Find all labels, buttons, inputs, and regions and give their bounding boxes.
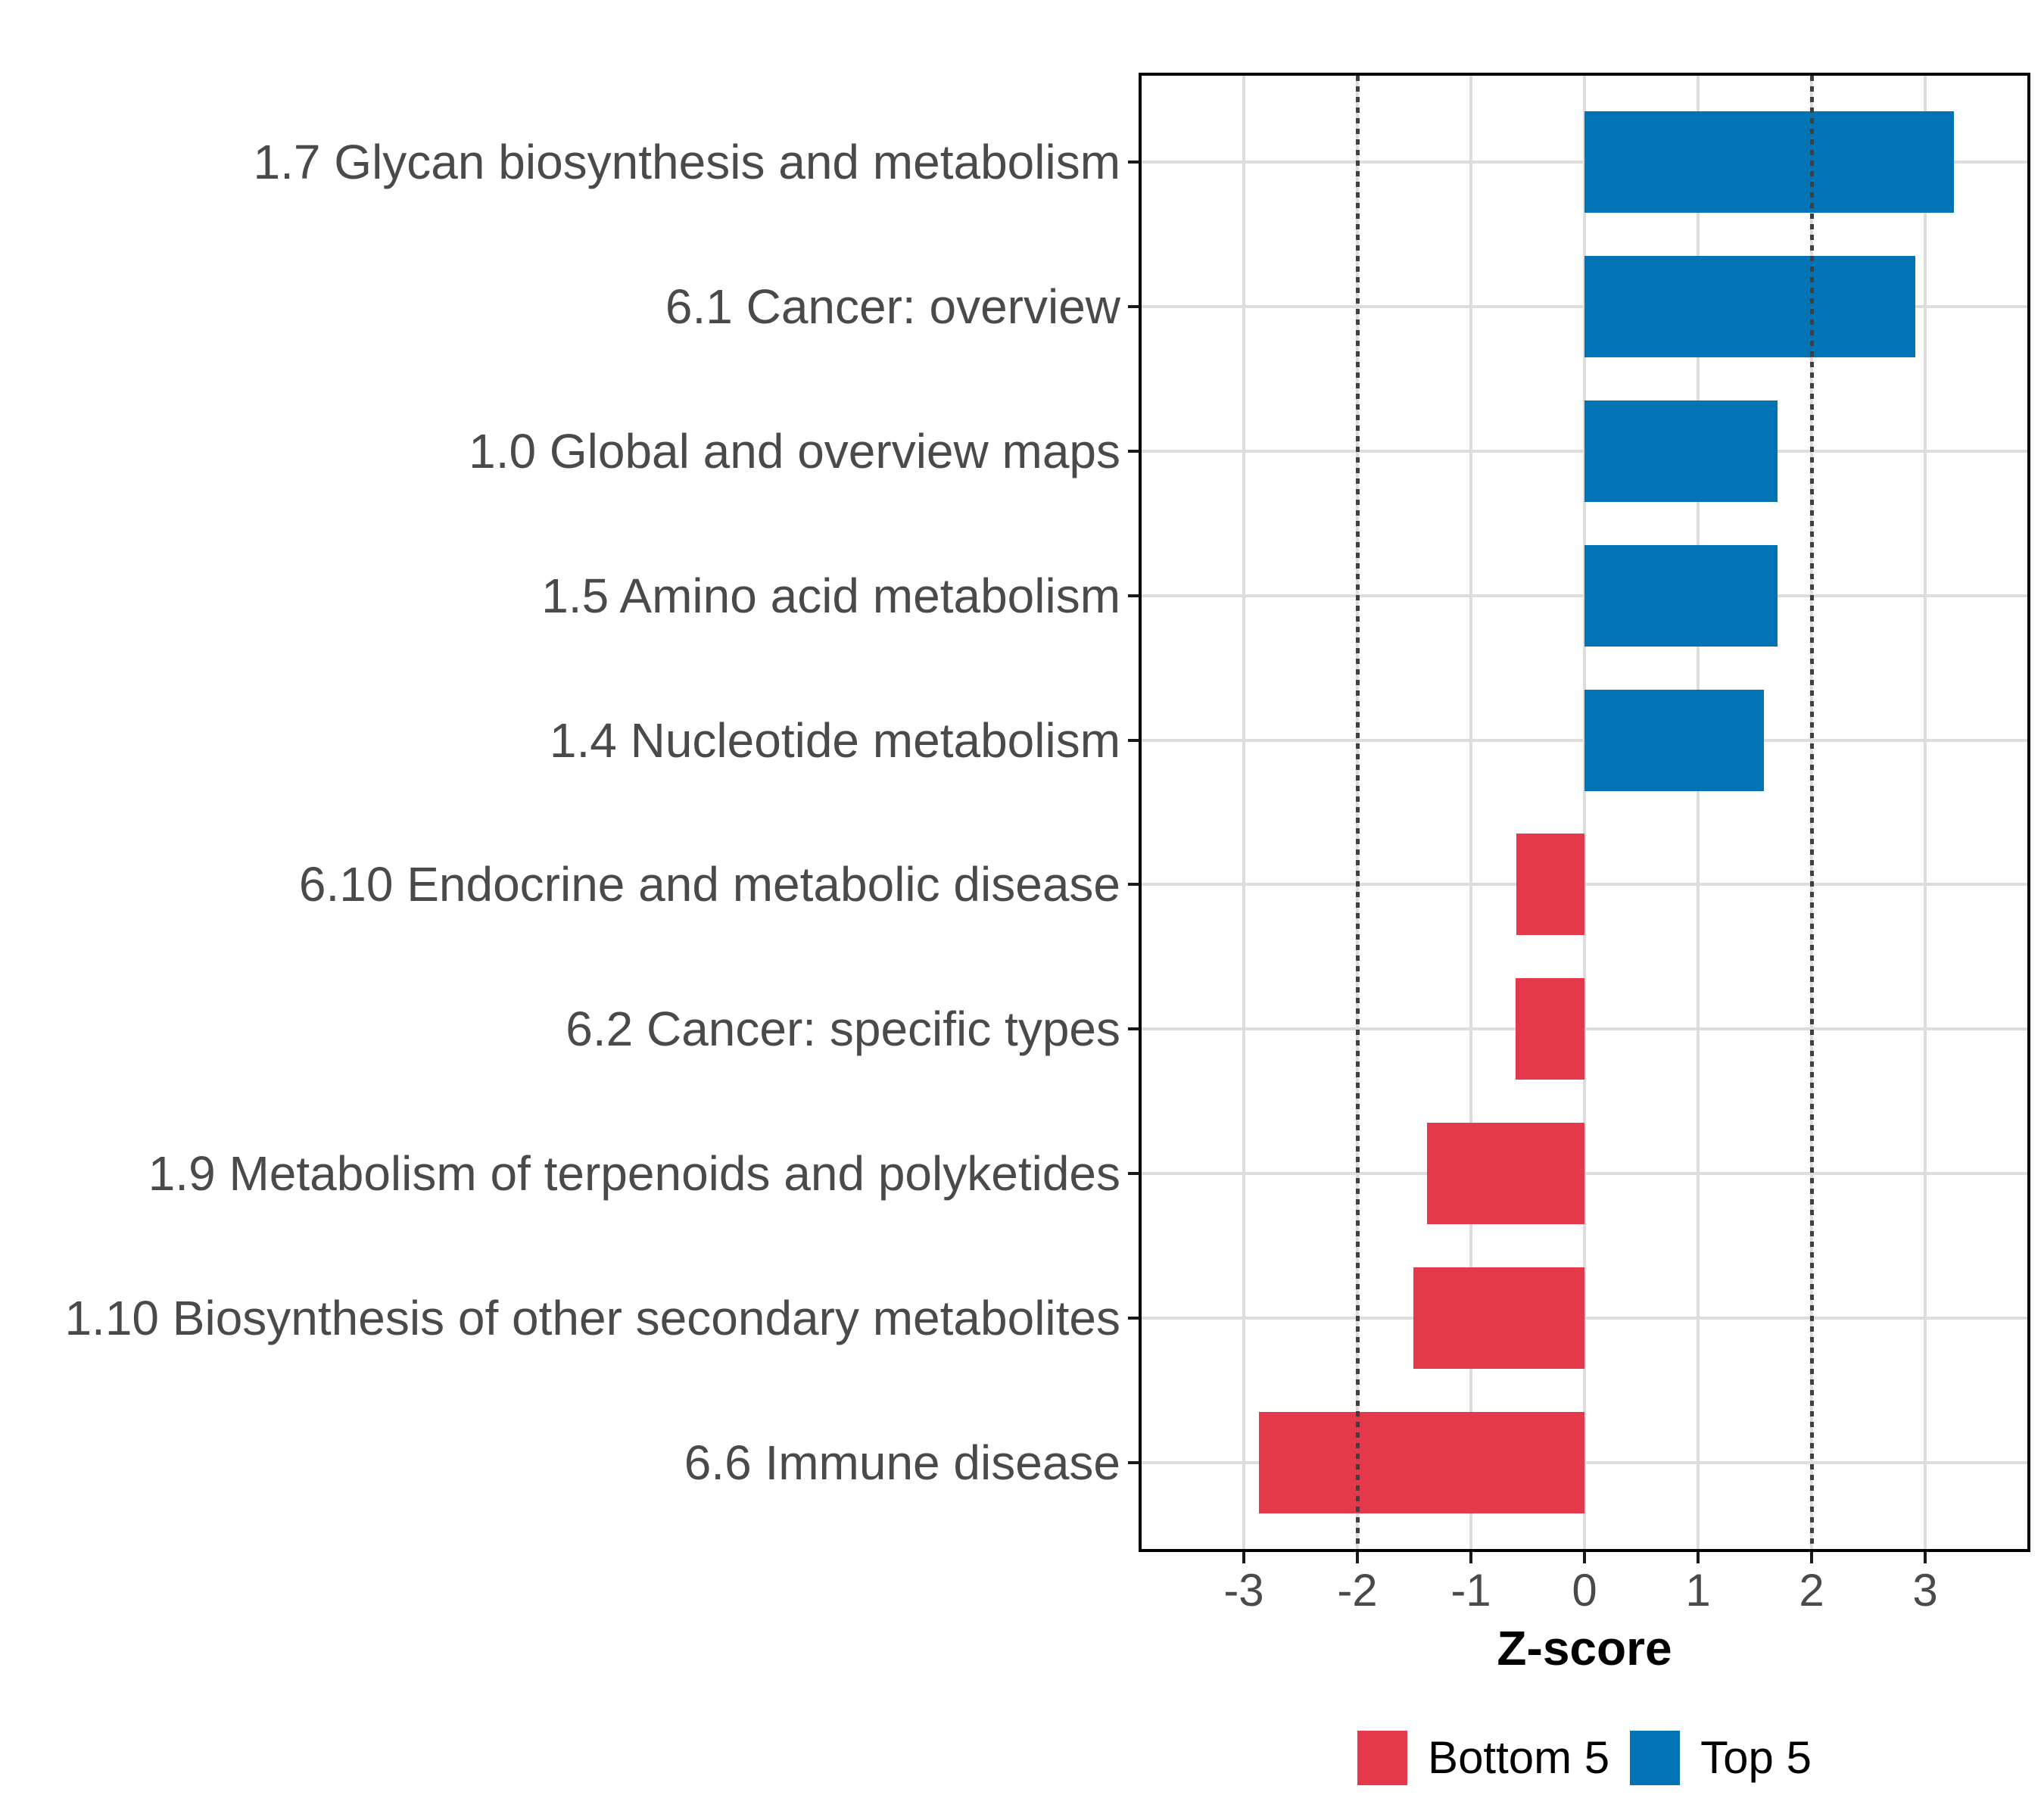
v-gridline <box>1583 76 1586 1549</box>
x-tick <box>1697 1552 1700 1563</box>
x-tick <box>1583 1552 1586 1563</box>
y-tick <box>1128 594 1139 597</box>
y-axis-label: 1.9 Metabolism of terpenoids and polyket… <box>148 1145 1120 1201</box>
x-axis-title: Z-score <box>1497 1621 1672 1675</box>
legend: Bottom 5 Top 5 <box>987 1728 2044 1787</box>
bar <box>1584 256 1915 358</box>
x-tick-label: -3 <box>1223 1565 1264 1616</box>
y-tick <box>1128 450 1139 453</box>
y-axis-label: 6.2 Cancer: specific types <box>566 1002 1120 1057</box>
x-tick-label: 0 <box>1572 1565 1597 1616</box>
bar <box>1584 400 1778 503</box>
h-gridline <box>1142 883 2027 887</box>
bar <box>1515 978 1584 1080</box>
h-gridline <box>1142 1027 2027 1031</box>
legend-swatch <box>1630 1731 1681 1785</box>
y-tick <box>1128 1316 1139 1320</box>
x-tick <box>1242 1552 1245 1563</box>
y-axis-label: 1.7 Glycan biosynthesis and metabolism <box>253 135 1120 190</box>
y-tick <box>1128 161 1139 164</box>
y-axis-label: 6.10 Endocrine and metabolic disease <box>298 857 1120 912</box>
bar <box>1584 544 1778 647</box>
y-tick <box>1128 1460 1139 1464</box>
y-axis-label: 1.5 Amino acid metabolism <box>541 568 1120 623</box>
plot-panel <box>1139 73 2030 1552</box>
x-tick-label: -1 <box>1450 1565 1491 1616</box>
x-tick-label: 3 <box>1912 1565 1938 1616</box>
bar <box>1426 1122 1584 1224</box>
y-tick <box>1128 883 1139 887</box>
x-tick <box>1469 1552 1472 1563</box>
x-tick-label: 2 <box>1799 1565 1824 1616</box>
legend-swatch <box>1357 1731 1408 1785</box>
v-gridline <box>1242 76 1245 1549</box>
x-tick <box>1924 1552 1927 1563</box>
bar <box>1584 689 1764 791</box>
bar <box>1258 1411 1584 1513</box>
v-gridline <box>1469 76 1472 1549</box>
legend-label: Bottom 5 <box>1428 1732 1610 1783</box>
v-gridline <box>1924 76 1927 1549</box>
h-gridline <box>1142 1460 2027 1464</box>
y-tick <box>1128 1171 1139 1175</box>
v-gridline <box>1697 76 1700 1549</box>
x-tick <box>1356 1552 1359 1563</box>
y-axis-label: 1.0 Global and overview maps <box>469 424 1120 479</box>
x-tick <box>1810 1552 1813 1563</box>
y-axis-label: 1.4 Nucleotide metabolism <box>549 712 1120 768</box>
y-axis-label: 6.6 Immune disease <box>684 1435 1120 1490</box>
y-tick <box>1128 1027 1139 1031</box>
reference-line <box>1355 76 1360 1549</box>
legend-label: Top 5 <box>1700 1732 1812 1783</box>
y-axis-label: 6.1 Cancer: overview <box>665 279 1120 335</box>
bar <box>1516 834 1584 936</box>
bar <box>1413 1267 1584 1369</box>
y-tick <box>1128 738 1139 742</box>
x-tick-label: -2 <box>1337 1565 1378 1616</box>
reference-line <box>1809 76 1814 1549</box>
h-gridline <box>1142 1171 2027 1175</box>
bar <box>1584 111 1954 213</box>
y-tick <box>1128 305 1139 309</box>
h-gridline <box>1142 1316 2027 1320</box>
x-tick-label: 1 <box>1685 1565 1711 1616</box>
y-axis-label: 1.10 Biosynthesis of other secondary met… <box>64 1290 1120 1345</box>
